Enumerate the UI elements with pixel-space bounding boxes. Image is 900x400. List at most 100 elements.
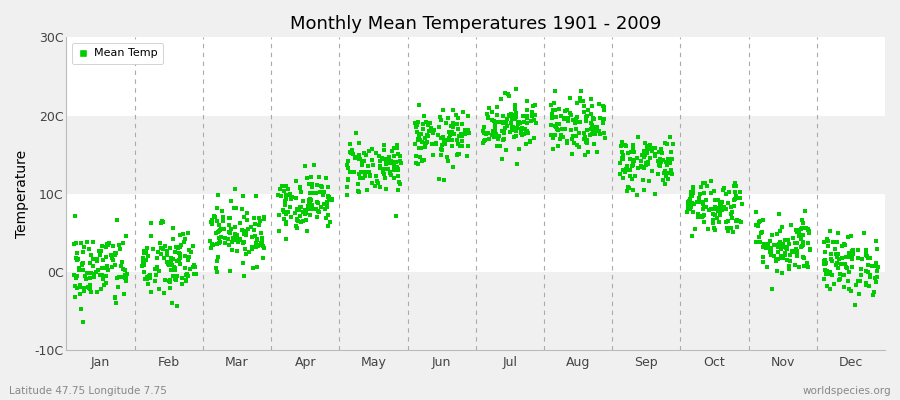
Point xyxy=(454,143,469,149)
Point xyxy=(586,128,600,134)
Point xyxy=(118,272,132,278)
Point xyxy=(767,253,781,259)
Point xyxy=(584,102,598,109)
Point xyxy=(237,213,251,220)
Point xyxy=(136,256,150,263)
Point xyxy=(437,141,452,147)
Point xyxy=(522,138,536,145)
Point xyxy=(560,107,574,114)
Point xyxy=(776,240,790,247)
Point xyxy=(98,265,112,271)
Point xyxy=(554,136,568,142)
Point xyxy=(680,203,695,209)
Point xyxy=(698,219,712,226)
Point xyxy=(320,203,334,210)
Point xyxy=(140,276,154,283)
Point xyxy=(90,258,104,264)
Point xyxy=(697,204,711,211)
Point xyxy=(440,154,454,160)
Point xyxy=(520,106,535,113)
Point xyxy=(292,206,306,213)
Point xyxy=(580,113,594,120)
Point xyxy=(862,272,877,278)
Point xyxy=(489,131,503,137)
Legend: Mean Temp: Mean Temp xyxy=(72,43,164,64)
Point xyxy=(592,101,607,107)
Point xyxy=(222,215,237,222)
Point xyxy=(306,190,320,196)
Point xyxy=(165,255,179,262)
Point xyxy=(597,103,611,110)
Point xyxy=(577,103,591,109)
Point xyxy=(158,242,173,249)
Point xyxy=(94,248,108,254)
Point xyxy=(510,125,525,132)
Point xyxy=(107,252,122,258)
Point xyxy=(90,289,104,296)
Point xyxy=(217,226,231,232)
Point xyxy=(820,283,834,290)
Point xyxy=(461,143,475,149)
Point xyxy=(628,173,643,180)
Point xyxy=(824,250,838,257)
Point xyxy=(430,132,445,139)
Point xyxy=(218,235,232,241)
Point xyxy=(613,160,627,167)
Point xyxy=(664,167,679,174)
Point xyxy=(721,218,735,224)
Point xyxy=(549,124,563,131)
Point xyxy=(288,210,302,216)
Point xyxy=(445,129,459,135)
Point xyxy=(387,175,401,182)
Point xyxy=(618,169,633,175)
Point xyxy=(579,114,593,120)
Point xyxy=(356,158,370,165)
Point xyxy=(181,273,195,279)
Point xyxy=(817,276,832,282)
Point xyxy=(277,208,292,215)
Point xyxy=(279,220,293,227)
Point xyxy=(427,130,441,136)
Point xyxy=(785,248,799,254)
Point xyxy=(230,232,244,238)
Point xyxy=(685,233,699,239)
Point xyxy=(697,212,711,218)
Point xyxy=(408,141,422,147)
Point xyxy=(730,217,744,223)
Point xyxy=(752,219,766,225)
Point xyxy=(501,112,516,118)
Point xyxy=(434,145,448,152)
Point xyxy=(515,132,529,138)
Point xyxy=(275,207,290,213)
Point xyxy=(508,116,522,122)
Point xyxy=(443,130,457,136)
Point xyxy=(824,258,839,264)
Point xyxy=(827,281,842,287)
Point xyxy=(714,207,728,214)
Point xyxy=(863,254,878,261)
Point xyxy=(765,232,779,238)
Point xyxy=(322,197,337,204)
Point xyxy=(580,126,594,133)
Point xyxy=(846,249,860,255)
Point xyxy=(385,148,400,154)
Point xyxy=(161,261,176,267)
Point xyxy=(687,201,701,208)
Point xyxy=(420,122,435,128)
Point xyxy=(154,220,168,226)
Point xyxy=(303,196,318,202)
Point xyxy=(155,218,169,225)
Point xyxy=(211,228,225,235)
Point xyxy=(850,278,865,284)
Point xyxy=(321,184,336,191)
Point xyxy=(279,192,293,199)
Point xyxy=(642,142,656,149)
Point xyxy=(140,253,155,260)
Point xyxy=(252,241,266,248)
Point xyxy=(71,267,86,273)
Point xyxy=(295,218,310,224)
Point xyxy=(840,265,854,272)
Point xyxy=(527,135,542,141)
Point xyxy=(70,273,85,279)
Point xyxy=(354,168,368,175)
